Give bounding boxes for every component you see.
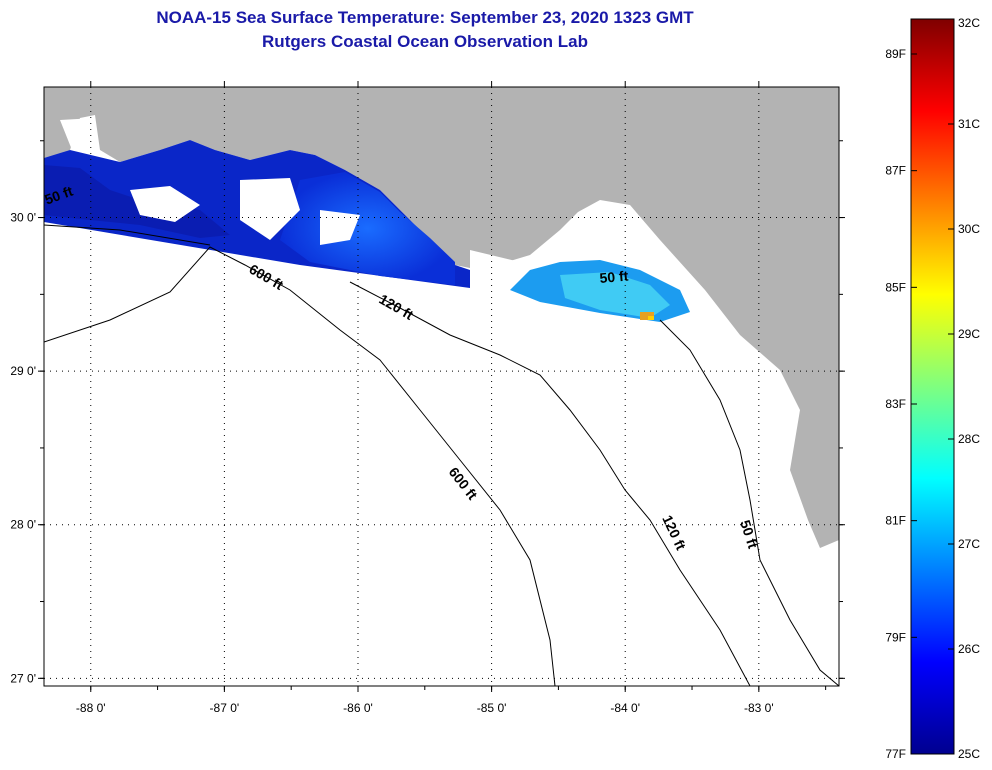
lon-tick-label: -88 0' [76, 701, 106, 715]
colorbar-label-c: 32C [958, 16, 980, 30]
cloud-gap-1 [130, 186, 200, 222]
colorbar-label-c: 28C [958, 432, 980, 446]
graticule [44, 87, 839, 686]
colorbar-label-f: 85F [885, 280, 906, 294]
cloud-gap-4 [470, 250, 520, 285]
axis-ticks [38, 81, 845, 692]
contour-600ft [44, 246, 556, 686]
colorbar-label-c: 31C [958, 117, 980, 131]
map-area: 50 ft 600 ft 120 ft 50 ft 600 ft 120 ft … [44, 87, 839, 686]
sst-swath-east-light [560, 272, 670, 318]
colorbar-fahrenheit-labels: 89F 87F 85F 83F 81F 79F 77F [885, 47, 917, 761]
axis-tick-labels: -88 0' -87 0' -86 0' -85 0' -84 0' -83 0' 30 0… [10, 211, 773, 715]
lat-tick-label: 27 0' [10, 671, 36, 685]
lat-tick-label: 29 0' [10, 364, 36, 378]
colorbar-label-f: 81F [885, 514, 906, 528]
colorbar-label-c: 25C [958, 747, 980, 761]
colorbar-label-f: 87F [885, 164, 906, 178]
lon-tick-label: -83 0' [744, 701, 774, 715]
lon-tick-label: -85 0' [477, 701, 507, 715]
colorbar-label-c: 26C [958, 642, 980, 656]
map-title: NOAA-15 Sea Surface Temperature: Septemb… [156, 8, 694, 27]
lat-tick-label: 30 0' [10, 211, 36, 225]
contour-50ft [659, 319, 839, 686]
bathymetry-contours [44, 224, 839, 686]
contour-label-50ft-b: 50 ft [599, 268, 629, 286]
colorbar-label-c: 30C [958, 222, 980, 236]
warm-spot-2 [648, 316, 654, 320]
map-subtitle: Rutgers Coastal Ocean Observation Lab [262, 32, 588, 51]
lon-tick-label: -86 0' [343, 701, 373, 715]
map-frame [43, 86, 840, 687]
colorbar-label-f: 83F [885, 397, 906, 411]
lat-tick-label: 28 0' [10, 518, 36, 532]
colorbar: 32C 31C 30C 29C 28C 27C 26C 25C 89F 87F 85F 83F 81F… [885, 16, 980, 761]
colorbar-label-c: 27C [958, 537, 980, 551]
cloud-gap-2 [240, 178, 300, 240]
colorbar-label-f: 79F [885, 630, 906, 644]
cloud-gap-3 [320, 210, 360, 245]
colorbar-label-c: 29C [958, 327, 980, 341]
contour-600ft-nw [44, 224, 211, 246]
colorbar-celsius-labels: 32C 31C 30C 29C 28C 27C 26C 25C [948, 16, 980, 761]
land-mass [44, 87, 839, 548]
cloud-gap-5 [60, 118, 98, 150]
colorbar-label-f: 89F [885, 47, 906, 61]
lon-tick-label: -84 0' [610, 701, 640, 715]
contour-120ft [349, 281, 751, 686]
colorbar-label-f: 77F [885, 747, 906, 761]
lon-tick-label: -87 0' [210, 701, 240, 715]
warm-spot [640, 312, 654, 320]
sst-swath-central [280, 172, 455, 285]
colorbar-gradient [910, 18, 955, 755]
